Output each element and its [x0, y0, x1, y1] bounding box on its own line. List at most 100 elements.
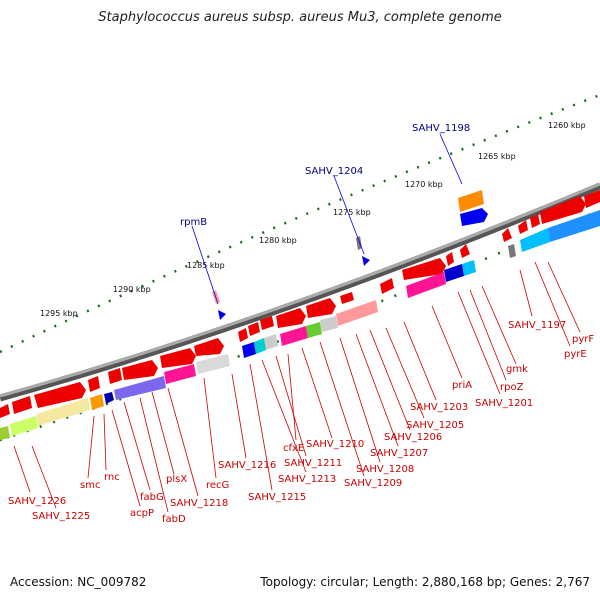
gene-arrow[interactable]: [276, 308, 306, 328]
gene-label[interactable]: SAHV_1211: [284, 458, 342, 469]
sahv1204-arrowhead: [362, 256, 370, 266]
kbp-label: 1295 kbp: [40, 309, 78, 318]
feature-bar[interactable]: [254, 338, 266, 354]
gene-label[interactable]: fabG: [140, 492, 164, 503]
gene-label[interactable]: pyrF: [572, 334, 594, 345]
map-title: Staphylococcus aureus subsp. aureus Mu3,…: [98, 10, 502, 25]
gene-label[interactable]: recG: [206, 480, 229, 491]
gene-label[interactable]: SAHV_1218: [170, 498, 228, 509]
feature-bar[interactable]: [444, 264, 464, 282]
gene-label[interactable]: gmk: [506, 364, 528, 375]
feature-bar[interactable]: [508, 244, 516, 258]
gene-arrow[interactable]: [446, 252, 454, 266]
kbp-label: 1270 kbp: [405, 180, 443, 189]
gene-label[interactable]: SAHV_1226: [8, 496, 66, 507]
kbp-labels: 1260 kbp 1265 kbp 1270 kbp 1275 kbp 1280…: [40, 121, 586, 318]
kbp-label: 1280 kbp: [259, 236, 297, 245]
feature-bar[interactable]: [242, 342, 256, 358]
gene-label[interactable]: fabD: [162, 514, 186, 525]
gene-arrow[interactable]: [540, 196, 586, 224]
gene-label[interactable]: SAHV_1206: [384, 432, 442, 443]
gene-arrow[interactable]: [160, 348, 196, 368]
gene-label[interactable]: SAHV_1207: [370, 448, 428, 459]
backbone-arc-shadow: [0, 182, 600, 402]
gene-label[interactable]: cfxE: [283, 443, 304, 454]
gene-label[interactable]: rnc: [104, 472, 120, 483]
gene-arrow[interactable]: [530, 214, 540, 228]
feature-bar[interactable]: [548, 210, 600, 242]
gene-arrow[interactable]: [108, 368, 122, 384]
feature-bar[interactable]: [164, 364, 196, 384]
gene-arrow[interactable]: [88, 376, 100, 392]
gene-arrow[interactable]: [340, 292, 354, 304]
gene-label[interactable]: SAHV_1215: [248, 492, 306, 503]
blue-leaders: [191, 133, 463, 305]
kbp-label: 1265 kbp: [478, 152, 516, 161]
label-sahv1204[interactable]: SAHV_1204: [305, 166, 363, 177]
gene-arrow[interactable]: [380, 278, 394, 294]
feature-bar[interactable]: [460, 208, 488, 226]
kbp-label: 1275 kbp: [333, 208, 371, 217]
gene-arrow[interactable]: [460, 244, 470, 258]
gene-arrow[interactable]: [0, 404, 10, 418]
gene-label[interactable]: SAHV_1205: [406, 420, 464, 431]
gene-arrow[interactable]: [402, 258, 446, 280]
gene-label[interactable]: SAHV_1213: [278, 474, 336, 485]
kbp-label: 1260 kbp: [548, 121, 586, 130]
gene-arrow[interactable]: [584, 190, 600, 208]
feature-bar[interactable]: [10, 416, 38, 436]
gene-label[interactable]: rpoZ: [500, 382, 524, 393]
gene-arrow[interactable]: [248, 322, 260, 336]
feature-bar[interactable]: [264, 334, 278, 350]
feature-bar[interactable]: [114, 376, 166, 400]
gene-label[interactable]: acpP: [130, 508, 154, 519]
feature-bar[interactable]: [336, 300, 378, 326]
feature-bar[interactable]: [104, 392, 114, 404]
gene-label[interactable]: pyrE: [564, 349, 587, 360]
rpmB-arrowhead: [218, 310, 226, 320]
gene-arrow[interactable]: [34, 382, 86, 408]
gene-label[interactable]: SAHV_1197: [508, 320, 566, 331]
gene-arrow[interactable]: [306, 298, 336, 318]
kbp-label: 1290 kbp: [113, 285, 151, 294]
gene-label[interactable]: SAHV_1203: [410, 402, 468, 413]
feature-bar[interactable]: [196, 354, 230, 374]
feature-bar[interactable]: [36, 398, 90, 426]
gene-label[interactable]: smc: [80, 480, 100, 491]
feature-bar[interactable]: [406, 272, 446, 298]
accession-text: Accession: NC_009782: [10, 575, 147, 589]
feature-bar[interactable]: [320, 316, 338, 332]
gene-arrow[interactable]: [260, 316, 274, 330]
gene-label[interactable]: SAHV_1225: [32, 511, 90, 522]
backbone-arc: [0, 182, 600, 398]
feature-bar[interactable]: [90, 394, 104, 410]
gene-arrow[interactable]: [518, 220, 528, 234]
gene-label[interactable]: SAHV_1210: [306, 439, 364, 450]
gene-arrow[interactable]: [12, 396, 32, 414]
feature-bars: [0, 190, 600, 440]
feature-bar[interactable]: [462, 260, 476, 276]
gene-label[interactable]: plsX: [166, 474, 187, 485]
forward-genes: [0, 190, 600, 418]
gene-label[interactable]: SAHV_1208: [356, 464, 414, 475]
gene-arrow[interactable]: [194, 338, 224, 356]
label-rpmB[interactable]: rpmB: [180, 217, 207, 228]
kbp-label: 1285 kbp: [187, 261, 225, 270]
gene-arrow[interactable]: [238, 328, 248, 342]
sahv1204-marker: [356, 236, 362, 250]
gene-label[interactable]: SAHV_1209: [344, 478, 402, 489]
gene-label[interactable]: SAHV_1216: [218, 460, 276, 471]
feature-bar[interactable]: [520, 228, 550, 252]
label-sahv1198[interactable]: SAHV_1198: [412, 123, 470, 134]
gene-label[interactable]: SAHV_1201: [475, 398, 533, 409]
feature-bar[interactable]: [0, 426, 10, 440]
red-labels: SAHV_1197 pyrF pyrE gmk rpoZ SAHV_1201 p…: [8, 320, 594, 525]
gene-arrow[interactable]: [502, 228, 512, 242]
genome-summary-text: Topology: circular; Length: 2,880,168 bp…: [260, 575, 590, 589]
gene-label[interactable]: priA: [452, 380, 472, 391]
gene-arrow[interactable]: [122, 360, 158, 380]
feature-bar[interactable]: [458, 190, 484, 212]
feature-bar[interactable]: [280, 326, 308, 346]
feature-bar[interactable]: [306, 322, 322, 338]
